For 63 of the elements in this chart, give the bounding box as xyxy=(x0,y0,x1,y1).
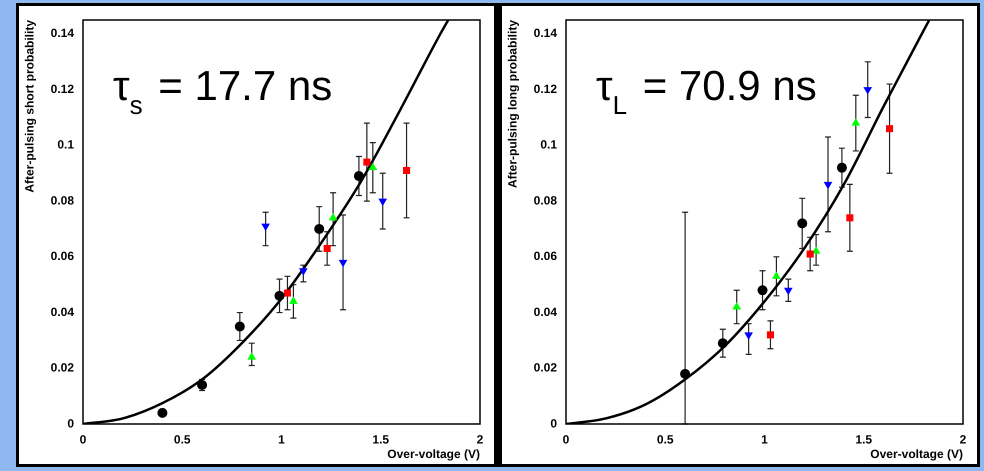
point xyxy=(680,368,690,379)
y-tick-label: 0.12 xyxy=(50,82,74,96)
x-tick-label: 0.5 xyxy=(174,432,191,447)
x-tick-label: 2 xyxy=(476,432,484,447)
x-tick-label: 0 xyxy=(80,432,87,447)
point xyxy=(836,162,847,173)
point xyxy=(403,166,410,174)
point xyxy=(314,224,324,234)
point xyxy=(324,244,331,252)
point xyxy=(851,118,860,126)
point xyxy=(766,331,774,338)
point xyxy=(732,302,742,310)
point xyxy=(863,87,872,95)
y-tick-label: 0.02 xyxy=(534,360,558,375)
y-axis-title: After-pulsing short probability xyxy=(22,20,37,193)
x-tick-label: 1 xyxy=(761,432,768,447)
y-tick-label: 0 xyxy=(67,416,74,430)
point xyxy=(758,285,768,296)
y-tick-label: 0 xyxy=(550,416,558,430)
point xyxy=(299,268,308,276)
point xyxy=(157,408,168,418)
point xyxy=(824,182,832,190)
y-tick-label: 0.08 xyxy=(50,193,74,208)
x-tick-label: 1.5 xyxy=(855,432,872,447)
y-tick-label: 0.08 xyxy=(534,193,558,208)
y-tick-label: 0.06 xyxy=(534,249,558,264)
point xyxy=(797,218,808,228)
point xyxy=(354,171,364,182)
x-tick-label: 1.5 xyxy=(372,432,390,447)
x-axis-title: Over-voltage (V) xyxy=(387,447,480,462)
y-tick-label: 0.14 xyxy=(50,26,74,40)
y-tick-label: 0.06 xyxy=(50,249,74,264)
point xyxy=(247,352,256,360)
point xyxy=(772,271,781,279)
point xyxy=(234,321,245,332)
point xyxy=(328,212,338,220)
y-tick-label: 0.04 xyxy=(534,304,558,319)
y-tick-label: 0.1 xyxy=(540,138,558,152)
y-axis-title: After-pulsing long probability xyxy=(506,20,520,188)
y-tick-label: 0.1 xyxy=(57,138,74,152)
point xyxy=(806,250,814,258)
y-tick-label: 0.12 xyxy=(534,82,558,96)
point xyxy=(368,162,378,170)
point xyxy=(718,338,728,348)
x-tick-label: 0 xyxy=(562,432,570,447)
point xyxy=(846,214,854,222)
x-axis-title: Over-voltage (V) xyxy=(870,447,963,462)
point xyxy=(338,260,348,268)
point xyxy=(261,224,270,232)
x-tick-label: 2 xyxy=(960,432,967,447)
y-tick-label: 0.02 xyxy=(50,360,74,375)
point xyxy=(378,198,388,206)
point xyxy=(886,125,894,132)
y-tick-label: 0.04 xyxy=(50,304,74,319)
point xyxy=(284,290,291,297)
x-tick-label: 0.5 xyxy=(656,432,674,447)
point xyxy=(274,290,285,301)
y-tick-label: 0.14 xyxy=(534,26,558,40)
point xyxy=(363,158,370,166)
point xyxy=(289,296,298,304)
point xyxy=(784,288,793,296)
x-tick-label: 1 xyxy=(278,432,286,447)
point xyxy=(744,332,753,340)
